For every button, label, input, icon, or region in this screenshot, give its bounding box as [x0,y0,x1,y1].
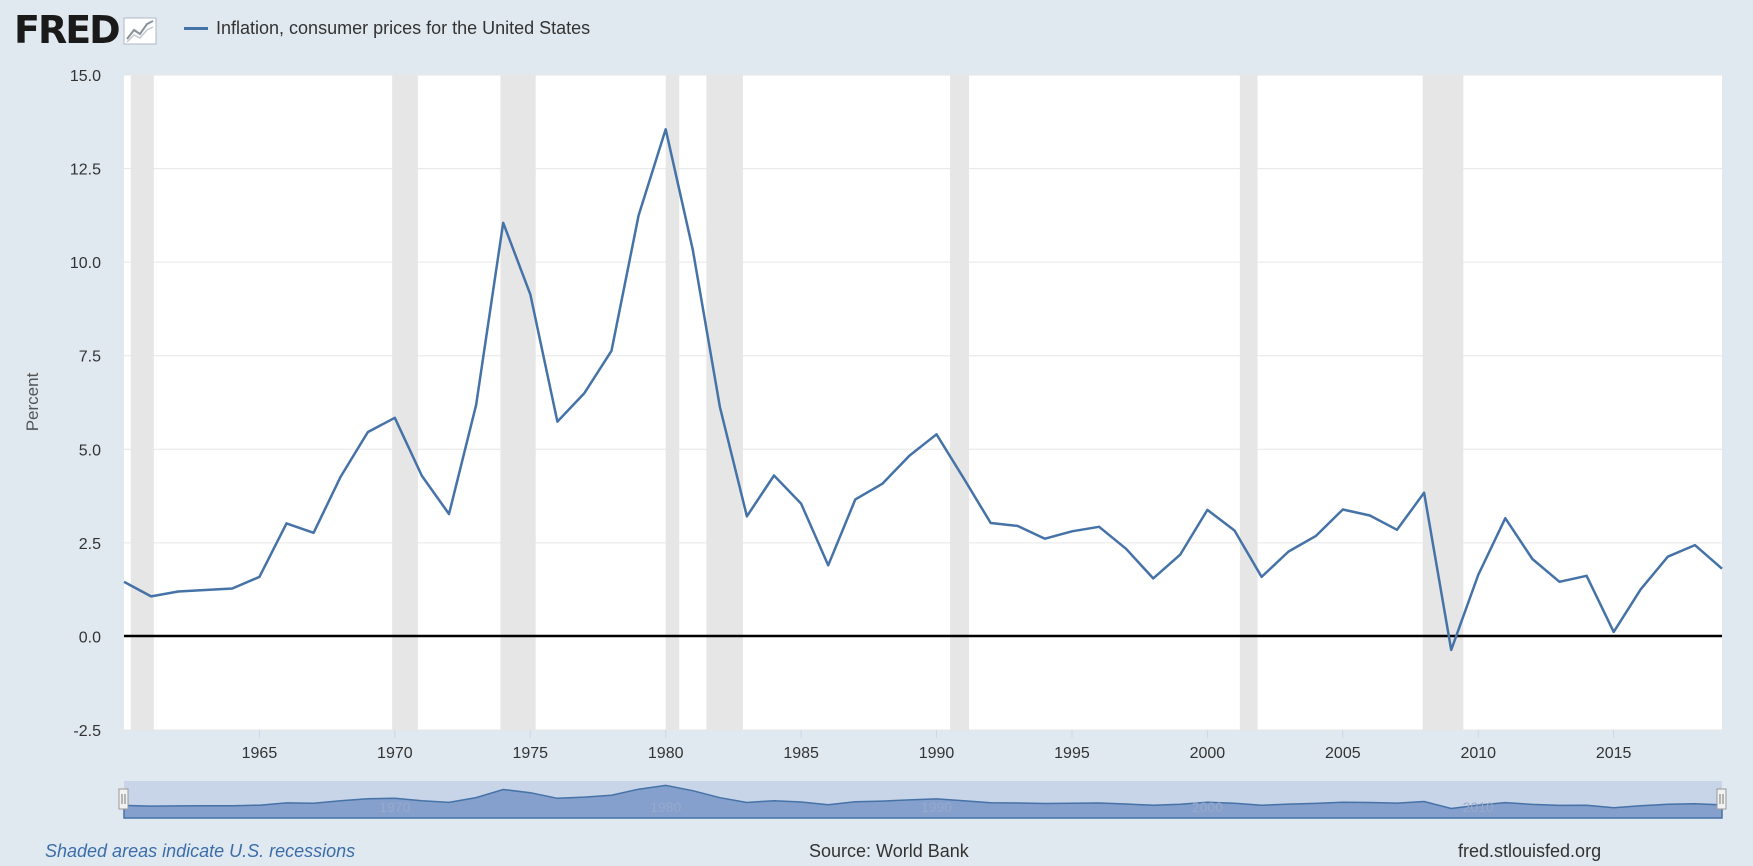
x-tick-label: 1995 [1054,745,1090,762]
y-tick-label: 0.0 [79,629,101,646]
y-tick-label: 10.0 [70,255,101,272]
recession-band [1239,75,1258,730]
navigator-left-handle[interactable] [118,788,129,810]
navigator-tick-label: 2000 [1192,799,1223,815]
x-tick-label: 1975 [512,745,548,762]
chart-header: FRED Inflation, consumer prices for the … [0,0,1753,60]
y-axis-title: Percent [23,372,42,431]
x-axis-tick-labels: 1965 1970 1975 1980 1985 1990 1995 2000 2005 2010… [242,730,1632,762]
navigator-tick-label: 1990 [921,799,952,815]
legend-swatch [184,27,208,30]
recession-band [130,75,154,730]
x-tick-label: 2000 [1190,745,1226,762]
recession-band [950,75,970,730]
grid-lines [124,74,1722,731]
x-tick-label: 2010 [1460,745,1496,762]
fred-logo[interactable]: FRED [14,10,157,50]
x-tick-label: 2005 [1325,745,1361,762]
x-tick-label: 1965 [242,745,278,762]
legend-label: Inflation, consumer prices for the Unite… [216,18,591,38]
source-label: Source: World Bank [809,841,969,861]
logo-text: FRED [14,8,121,52]
recession-band [665,75,680,730]
y-axis-tick-labels: 15.0 12.5 10.0 7.5 5.0 2.5 0.0 -2.5 [70,68,101,740]
y-tick-label: 5.0 [79,442,101,459]
x-tick-label: 1990 [919,745,955,762]
navigator-series-area [123,784,1723,819]
recession-note-link[interactable]: Shaded areas indicate U.S. recessions [45,841,356,861]
site-label: fred.stlouisfed.org [1458,841,1602,861]
y-tick-label: 15.0 [70,68,101,85]
recession-band [392,75,418,730]
x-tick-label: 1985 [783,745,819,762]
y-tick-label: 12.5 [70,162,101,179]
x-tick-label: 1970 [377,745,413,762]
y-tick-label: 2.5 [79,536,101,553]
recession-band [706,75,743,730]
navigator-tick-label: 1970 [379,799,410,815]
recession-band [500,75,536,730]
x-tick-label: 2015 [1596,745,1632,762]
navigator-tick-labels: 1970 1980 1990 2000 2010 [379,799,1494,815]
x-tick-label: 1980 [648,745,684,762]
navigator-tick-label: 2010 [1463,799,1494,815]
recession-band [1422,75,1464,730]
recession-bands [130,75,1464,730]
plot-background [124,75,1722,730]
chart-line-icon [123,17,157,45]
chart-legend[interactable]: Inflation, consumer prices for the Unite… [184,18,590,39]
y-tick-label: 7.5 [79,349,101,366]
inflation-series-line [123,128,1723,652]
navigator-right-handle[interactable] [1716,788,1727,810]
time-navigator[interactable]: 1970 1980 1990 2000 2010 [118,781,1727,819]
navigator-tick-label: 1980 [650,799,681,815]
y-tick-label: -2.5 [73,723,101,740]
